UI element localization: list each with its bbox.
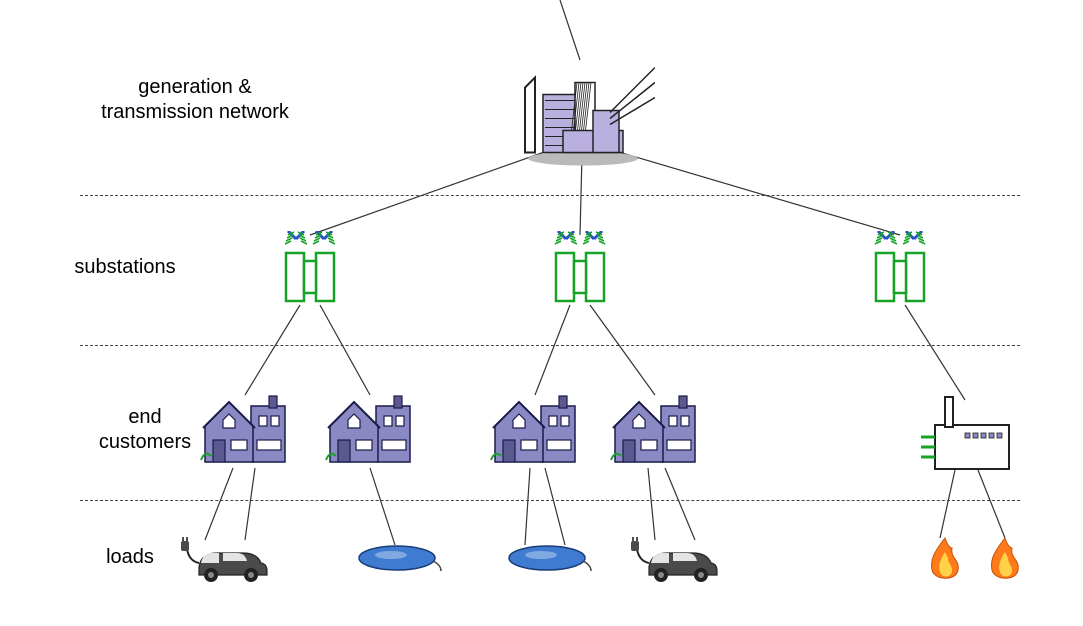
house-icon xyxy=(609,392,701,468)
house-icon xyxy=(199,392,291,468)
house-icon xyxy=(489,392,581,468)
tier-divider xyxy=(80,500,1020,501)
substation-icon xyxy=(274,231,346,309)
diagram-canvas: { "canvas": { "width": 1083, "height": 6… xyxy=(0,0,1083,626)
ev-car-icon xyxy=(631,537,719,583)
factory-icon xyxy=(915,395,1015,475)
flame-icon xyxy=(986,536,1024,584)
ev-car-icon xyxy=(181,537,269,583)
substation-icon xyxy=(544,231,616,309)
flame-icon xyxy=(926,536,964,584)
pool-icon xyxy=(507,543,593,573)
tier3-label: end customers xyxy=(85,405,205,455)
tier4-label: loads xyxy=(90,545,170,570)
tier2-label: substations xyxy=(55,255,195,280)
substation-icon xyxy=(864,231,936,309)
generator-icon xyxy=(505,53,655,168)
tier-divider xyxy=(80,195,1020,196)
tier1-label: generation & transmission network xyxy=(80,75,310,125)
tier-divider xyxy=(80,345,1020,346)
house-icon xyxy=(324,392,416,468)
pool-icon xyxy=(357,543,443,573)
